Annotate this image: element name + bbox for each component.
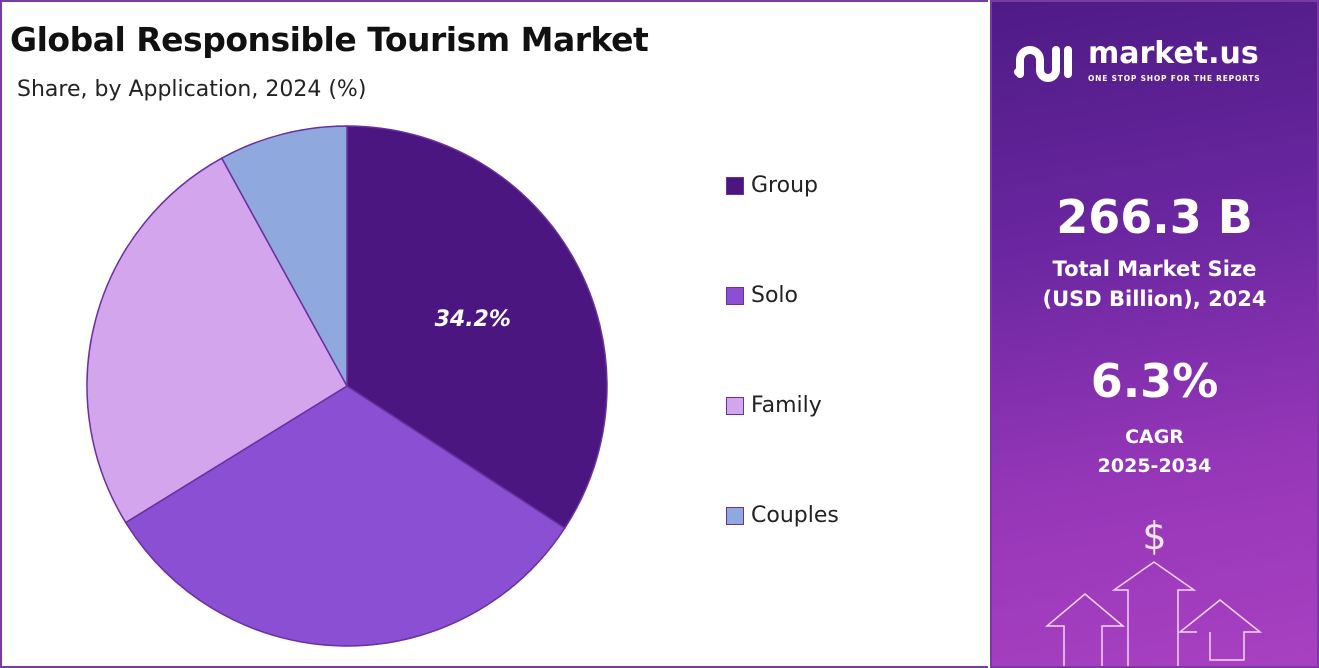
market-size-unit: (USD Billion), 2024	[1042, 287, 1267, 311]
growth-arrows-icon	[1044, 561, 1263, 666]
legend-swatch	[726, 397, 744, 415]
dollar-icon: $	[1142, 514, 1167, 558]
brand-tagline: ONE STOP SHOP FOR THE REPORTS	[1088, 74, 1261, 83]
cagr-value: 6.3%	[1090, 354, 1219, 408]
logo: market.us ONE STOP SHOP FOR THE REPORTS	[1012, 36, 1261, 84]
legend-item-group: Group	[726, 172, 818, 200]
market-size-value: 266.3 B	[1056, 190, 1253, 244]
chart-frame	[0, 0, 988, 668]
legend-swatch	[726, 507, 744, 525]
brand-name: market.us	[1088, 36, 1259, 71]
pie-slice-solo	[124, 385, 566, 647]
summary-panel: $ market.us ONE STOP SHOP FOR THE REPORT…	[990, 0, 1319, 668]
chart-title: Global Responsible Tourism Market	[10, 20, 649, 59]
legend-swatch	[726, 177, 744, 195]
legend-label: Solo	[751, 283, 798, 308]
legend-label: Couples	[751, 503, 839, 528]
cagr-label: CAGR	[1125, 426, 1184, 448]
pie-chart: 34.2%	[86, 125, 608, 647]
legend-item-family: Family	[726, 392, 822, 420]
cagr-period: 2025-2034	[1097, 455, 1212, 477]
legend-label: Group	[751, 173, 818, 198]
data-label: 34.2%	[435, 307, 511, 332]
legend-item-couples: Couples	[726, 502, 839, 530]
chart-subtitle: Share, by Application, 2024 (%)	[17, 77, 367, 102]
logo-icon	[1014, 46, 1072, 82]
pie-slice-couples	[220, 125, 348, 387]
legend-item-solo: Solo	[726, 282, 798, 310]
market-size-label: Total Market Size	[1052, 257, 1257, 281]
pie-slice-family	[86, 157, 349, 524]
legend-swatch	[726, 287, 744, 305]
legend-label: Family	[751, 393, 822, 418]
